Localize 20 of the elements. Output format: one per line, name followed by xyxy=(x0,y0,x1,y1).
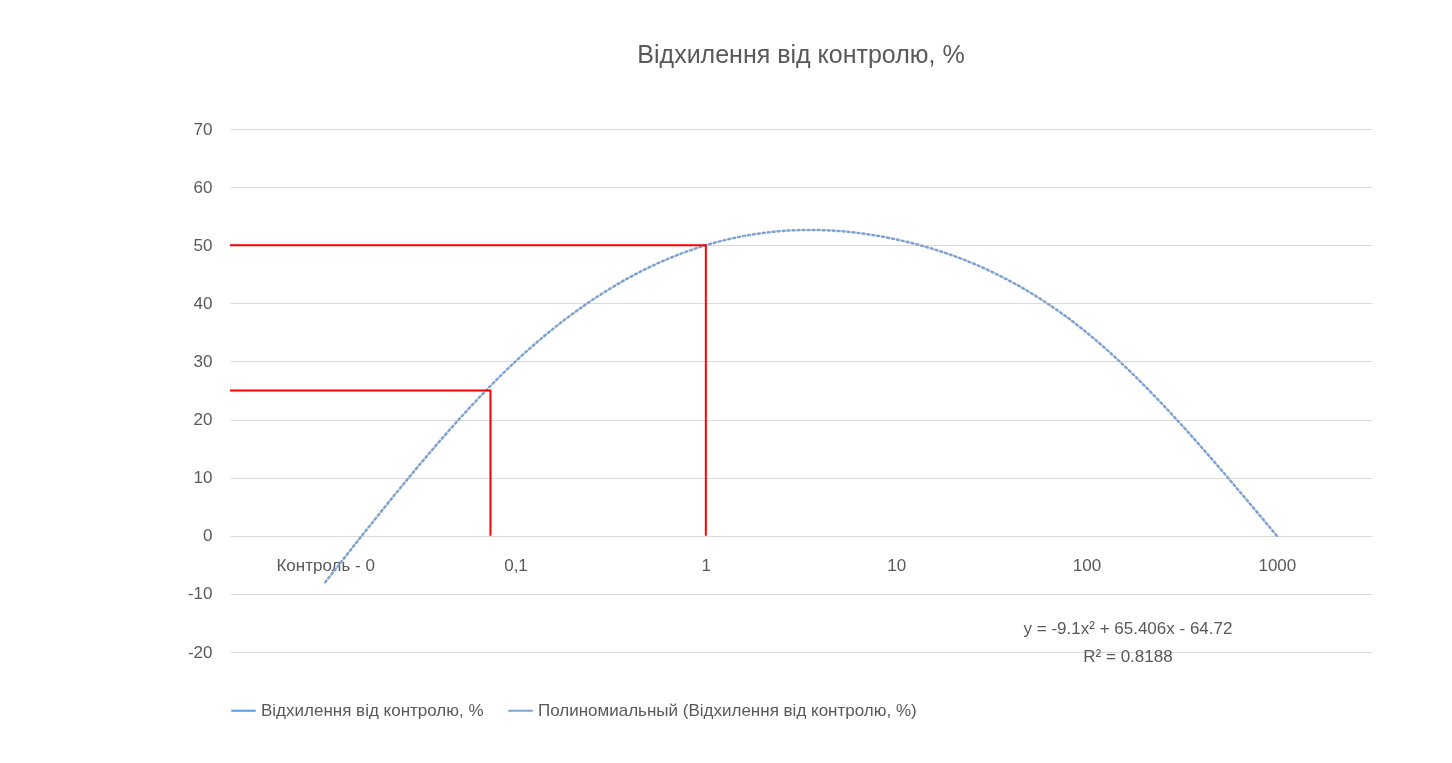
y-tick-label: 10 xyxy=(193,468,213,488)
annotation: y = -9.1x² + 65.406x - 64.72 xyxy=(1023,619,1233,638)
legend-label: Відхилення від контролю, % xyxy=(261,700,484,720)
x-tick-label: 0,1 xyxy=(504,556,528,576)
y-tick-label: -10 xyxy=(187,584,213,604)
y-tick-label: 60 xyxy=(193,177,213,197)
y-tick-label: -20 xyxy=(187,642,213,662)
y-tick-label: 70 xyxy=(193,119,213,139)
x-tick-label: 1 xyxy=(701,556,712,576)
annotation: R² = 0.8188 xyxy=(1083,647,1173,666)
y-tick-label: 30 xyxy=(193,351,213,371)
y-tick-label: 40 xyxy=(193,293,213,313)
x-tick-label: 1000 xyxy=(1258,556,1297,576)
chart-title: Відхилення від контролю, % xyxy=(637,40,965,68)
y-tick-label: 0 xyxy=(203,526,213,546)
y-tick-label: 20 xyxy=(193,410,213,430)
x-tick-label: 100 xyxy=(1072,556,1102,576)
x-tick-label: 10 xyxy=(887,556,907,576)
legend-label: Полиномиальный (Відхилення від контролю, %) xyxy=(538,700,917,720)
y-tick-label: 50 xyxy=(193,235,213,255)
